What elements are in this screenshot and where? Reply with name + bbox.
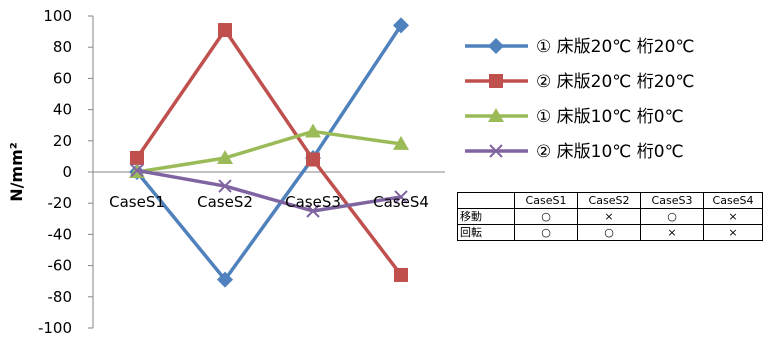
legend: ① 床版20℃ 桁20℃ ② 床版20℃ 桁20℃ ① 床版10℃ 桁0℃ ② 床版1… [465, 37, 695, 162]
table-cell: ○ [514, 208, 578, 225]
category-label: CaseS3 [285, 193, 341, 211]
x-marker-stroke [489, 144, 503, 158]
table-header-cell: CaseS1 [514, 192, 578, 209]
data-point-marker [130, 150, 144, 165]
data-point-marker [218, 179, 232, 193]
data-point-marker [393, 17, 409, 34]
series-group [129, 17, 409, 288]
table-row: 回転 ○ ○ × × [457, 224, 763, 241]
series-line [136, 129, 402, 174]
data-point-marker [394, 267, 408, 282]
table-cell: × [703, 224, 763, 241]
table-cell: × [640, 224, 704, 241]
legend-entry: ① 床版10℃ 桁0℃ [465, 107, 684, 127]
legend-entry: ① 床版20℃ 桁20℃ [465, 37, 695, 57]
data-point-marker [130, 163, 144, 178]
x-marker-stroke [306, 204, 320, 218]
legend-label: ② 床版20℃ 桁20℃ [536, 72, 695, 92]
category-label: CaseS1 [109, 193, 165, 211]
series-4 [130, 163, 408, 218]
table-row-label: 移動 [457, 208, 515, 225]
table-header-cell: CaseS4 [703, 192, 763, 209]
x-marker-stroke [394, 190, 408, 204]
legend-entry: ② 床版10℃ 桁0℃ [465, 142, 684, 162]
table-cell: × [577, 208, 641, 225]
series-line [135, 28, 403, 277]
condition-table: CaseS1 CaseS2 CaseS3 CaseS4 移動 ○ × ○ × 回… [457, 192, 763, 241]
legend-marker [488, 38, 504, 54]
data-point-marker [394, 190, 408, 204]
y-tick-label: 20 [53, 132, 72, 150]
data-point-marker [306, 204, 320, 218]
y-tick-label: 80 [53, 38, 72, 56]
x-marker-stroke [130, 163, 144, 178]
legend-label: ① 床版20℃ 桁20℃ [536, 37, 695, 57]
series-line [135, 24, 403, 282]
y-ticks: 100 80 60 40 20 0 -20 -40 -60 -80 -100 [38, 7, 93, 337]
series-3 [129, 123, 409, 178]
x-marker-stroke [218, 179, 232, 193]
table-header-cell: CaseS2 [577, 192, 641, 209]
legend-label: ② 床版10℃ 桁0℃ [536, 142, 684, 162]
table-cell: × [703, 208, 763, 225]
legend-marker [488, 108, 504, 122]
y-tick-label: 40 [53, 101, 72, 119]
y-tick-label: 100 [43, 7, 72, 25]
data-point-marker [217, 149, 233, 164]
y-tick-label: -20 [48, 194, 73, 212]
series-1 [129, 17, 409, 288]
series-line [136, 168, 402, 213]
data-point-marker [305, 123, 321, 138]
y-tick-label: -40 [48, 225, 73, 243]
table-row-label: 回転 [457, 224, 515, 241]
y-tick-label: -60 [48, 257, 73, 275]
legend-entry: ② 床版20℃ 桁20℃ [465, 72, 695, 92]
table-header-cell: CaseS3 [640, 192, 704, 209]
y-tick-label: -100 [38, 319, 72, 337]
table-cell: ○ [577, 224, 641, 241]
category-label: CaseS4 [373, 193, 429, 211]
category-label: CaseS2 [197, 193, 253, 211]
legend-marker [489, 74, 503, 88]
table-cell: ○ [514, 224, 578, 241]
y-tick-label: 0 [62, 163, 72, 181]
y-tick-label: -80 [48, 288, 73, 306]
y-tick-label: 60 [53, 69, 72, 87]
table-row: 移動 ○ × ○ × [457, 208, 763, 225]
table-header-row: CaseS1 CaseS2 CaseS3 CaseS4 [457, 192, 763, 209]
series-2 [130, 23, 408, 282]
table-cell: ○ [640, 208, 704, 225]
data-point-marker [306, 152, 320, 167]
y-axis-label: N/mm² [7, 142, 26, 202]
table-header-cell [457, 192, 515, 209]
data-point-marker [218, 23, 232, 38]
legend-label: ① 床版10℃ 桁0℃ [536, 107, 684, 127]
data-point-marker [393, 135, 409, 150]
legend-marker [489, 144, 503, 158]
data-point-marker [217, 271, 233, 288]
category-labels: CaseS1 CaseS2 CaseS3 CaseS4 [109, 193, 429, 211]
